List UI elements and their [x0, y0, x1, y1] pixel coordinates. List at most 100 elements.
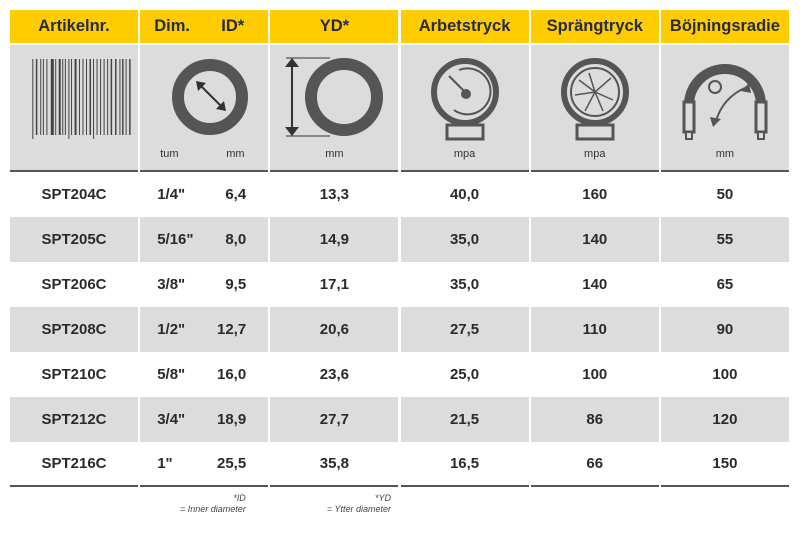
tum-value: 1"	[157, 455, 173, 472]
arbetstryck-value: 40,0	[449, 186, 480, 203]
cell-dim-id: 5/8" 16,0	[140, 352, 268, 397]
barcode-bar	[62, 59, 64, 135]
artikelnr-value: SPT210C	[41, 366, 107, 383]
cell-arbetstryck: 21,5	[400, 397, 529, 442]
arbetstryck-value: 25,0	[449, 366, 480, 383]
barcode-bar	[40, 59, 42, 135]
arbetstryck-value: 21,5	[449, 411, 480, 428]
barcode-bar	[100, 59, 102, 135]
cell-arbetstryck: 35,0	[401, 262, 529, 307]
header-bojningsradie: Böjningsradie	[660, 10, 789, 43]
header-yd: YD*	[270, 10, 399, 43]
unit-tum: tum	[160, 148, 179, 160]
inner-diameter-icon: tum mm	[140, 45, 269, 172]
cell-dim-id: 3/4" 18,9	[140, 397, 269, 442]
header-arbetstryck: Arbetstryck	[400, 10, 529, 43]
id-mm-value: 9,5	[225, 276, 247, 293]
cell-dim-id: 1/4" 6,4	[140, 172, 268, 217]
arbetstryck-value: 35,0	[449, 231, 480, 248]
cell-bojningsradie: 150	[660, 442, 789, 487]
cell-artikelnr: SPT205C	[10, 217, 138, 262]
cell-yd: 20,6	[270, 307, 399, 352]
tum-value: 5/8"	[157, 366, 186, 383]
barcode-bar	[115, 59, 117, 135]
yd-value: 20,6	[319, 321, 349, 338]
sprangtryck-value: 140	[582, 231, 608, 248]
cell-sprangtryck: 140	[530, 217, 659, 262]
id-mm-value: 6,4	[225, 186, 247, 203]
pressure-gauge-icon: mpa	[400, 45, 529, 172]
cell-dim-id: 5/16" 8,0	[140, 217, 269, 262]
sprangtryck-value: 86	[586, 411, 604, 428]
footnote-id: *ID = Inner diameter	[180, 493, 246, 515]
artikelnr-value: SPT205C	[41, 231, 107, 248]
header-dim: Dim.	[154, 17, 190, 35]
cell-bojningsradie: 90	[660, 307, 789, 352]
cell-artikelnr: SPT210C	[10, 352, 138, 397]
cell-arbetstryck: 25,0	[401, 352, 529, 397]
bojningsradie-value: 120	[712, 411, 738, 428]
arbetstryck-value: 27,5	[449, 321, 480, 338]
bojningsradie-value: 55	[716, 231, 734, 248]
cell-artikelnr: SPT206C	[10, 262, 138, 307]
bojningsradie-value: 90	[716, 321, 734, 338]
barcode-bar	[74, 59, 77, 135]
cell-dim-id: 1/2" 12,7	[140, 307, 269, 352]
barcode-bar	[129, 59, 131, 135]
bojningsradie-value: 50	[716, 186, 734, 203]
footnote-id-label: *ID	[233, 493, 246, 503]
barcode-bar	[110, 59, 113, 135]
cell-sprangtryck: 160	[531, 172, 659, 217]
cell-bojningsradie: 50	[661, 172, 789, 217]
arbetstryck-value: 35,0	[449, 276, 480, 293]
id-mm-value: 16,0	[216, 366, 247, 383]
tum-value: 3/4"	[157, 411, 186, 428]
cell-arbetstryck: 40,0	[401, 172, 529, 217]
header-dim-id: Dim. ID*	[140, 10, 269, 43]
barcode-bar	[32, 59, 34, 139]
header-id: ID*	[221, 17, 245, 35]
footnote-yd-label: *YD	[374, 493, 391, 503]
cell-sprangtryck: 110	[530, 307, 659, 352]
barcode-bar	[64, 59, 66, 135]
cell-artikelnr: SPT212C	[10, 397, 138, 442]
unit-bojning: mm	[715, 148, 735, 160]
cell-artikelnr: SPT208C	[10, 307, 138, 352]
barcode-bar	[68, 59, 70, 139]
barcode-bar	[50, 59, 54, 135]
yd-value: 13,3	[319, 186, 349, 203]
tum-value: 5/16"	[157, 231, 194, 248]
barcode-bar	[86, 59, 87, 135]
sprangtryck-value: 100	[582, 366, 608, 383]
tum-value: 1/2"	[157, 321, 186, 338]
bojningsradie-value: 150	[712, 455, 738, 472]
header-sprangtryck: Sprängtryck	[530, 10, 659, 43]
cell-bojningsradie: 100	[661, 352, 789, 397]
cell-bojningsradie: 65	[661, 262, 789, 307]
cell-bojningsradie: 120	[660, 397, 789, 442]
footnote-yd-text: = Ytter diameter	[326, 504, 391, 514]
cell-artikelnr: SPT204C	[10, 172, 138, 217]
id-mm-value: 12,7	[216, 321, 247, 338]
barcode-bar	[125, 59, 127, 135]
cell-dim-id: 1" 25,5	[140, 442, 269, 487]
barcode-bar	[35, 59, 38, 135]
yd-value: 27,7	[319, 411, 349, 428]
artikelnr-value: SPT208C	[41, 321, 107, 338]
spec-table: Artikelnr. Dim. ID* YD* Arbetstryck Sprän…	[10, 10, 789, 487]
burst-gauge-icon: mpa	[530, 45, 659, 172]
arbetstryck-value: 16,5	[449, 455, 480, 472]
barcode-bar	[58, 59, 61, 135]
cell-arbetstryck: 27,5	[400, 307, 529, 352]
bojningsradie-value: 65	[716, 276, 734, 293]
yd-value: 23,6	[319, 366, 349, 383]
cell-yd: 23,6	[270, 352, 398, 397]
barcode-bar	[46, 59, 48, 135]
barcode-bar	[82, 59, 84, 135]
bend-radius-icon: mm	[660, 45, 789, 172]
id-mm-value: 8,0	[225, 231, 247, 248]
artikelnr-value: SPT212C	[41, 411, 107, 428]
outer-diameter-icon: mm	[270, 45, 399, 172]
tum-value: 1/4"	[157, 186, 186, 203]
cell-arbetstryck: 35,0	[400, 217, 529, 262]
